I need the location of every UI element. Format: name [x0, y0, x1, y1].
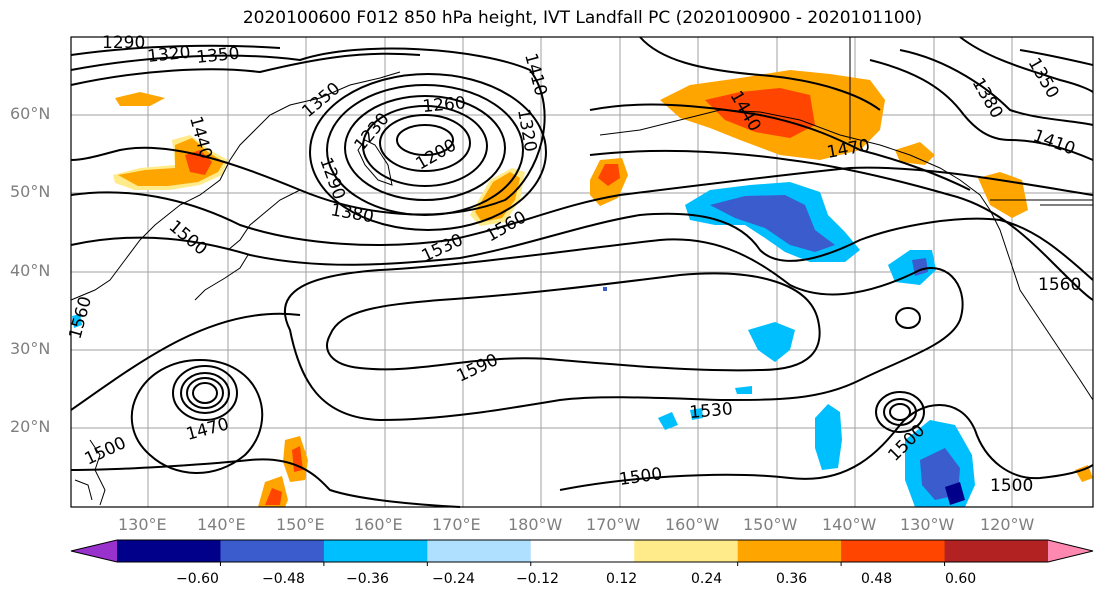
- contour-label-1320: 1320: [146, 43, 191, 67]
- lon-tick-120w: 120°W: [980, 515, 1035, 534]
- colorbar-segment: [530, 540, 635, 562]
- colorbar-tick-5: −0.12: [516, 571, 559, 587]
- contour-label-1290: 1290: [102, 33, 145, 53]
- colorbar-outline: [70, 539, 1094, 563]
- colorbar-tick-4: −0.24: [432, 571, 475, 587]
- map-title: 2020100600 F012 850 hPa height, IVT Land…: [242, 8, 923, 28]
- colorbar-tick-1: −0.60: [176, 571, 219, 587]
- lon-tick-140w: 140°W: [822, 515, 877, 534]
- colorbar-segment: [323, 540, 428, 562]
- colorbar-extend-min: [71, 540, 117, 562]
- contour-label-1530-b: 1530: [689, 399, 734, 423]
- colorbar-tick-3: −0.36: [346, 571, 389, 587]
- colorbar-tick-2: −0.48: [262, 571, 305, 587]
- lat-tick-60n: 60°N: [10, 104, 51, 123]
- lon-tick-130w: 130°W: [900, 515, 955, 534]
- lon-tick-170w: 170°W: [586, 515, 641, 534]
- map-frame: [70, 36, 1094, 508]
- colorbar-segment: [737, 540, 842, 562]
- lon-tick-140e: 140°E: [197, 515, 246, 534]
- colorbar-segment: [427, 540, 532, 562]
- lon-tick-180w: 180°W: [508, 515, 563, 534]
- colorbar-segment: [220, 540, 325, 562]
- contour-label-1260: 1260: [422, 93, 467, 117]
- lat-tick-50n: 50°N: [10, 182, 51, 201]
- contour-labels: 1290 1320 1350 1410 1350 1260 1320 1230 …: [66, 33, 1082, 496]
- colorbar: [70, 539, 1094, 566]
- lon-tick-150w: 150°W: [743, 515, 798, 534]
- colorbar-tick-7: 0.24: [691, 571, 723, 587]
- lat-tick-30n: 30°N: [10, 339, 51, 358]
- lon-tick-170e: 170°E: [432, 515, 481, 534]
- lon-tick-150e: 150°E: [276, 515, 325, 534]
- lon-tick-130e: 130°E: [118, 515, 167, 534]
- colorbar-segment: [841, 540, 946, 562]
- lon-tick-160w: 160°W: [665, 515, 720, 534]
- contour-label-1560-c: 1560: [1038, 275, 1081, 295]
- height-contours: [70, 36, 1094, 508]
- colorbar-tick-6: 0.12: [606, 571, 638, 587]
- lat-tick-40n: 40°N: [10, 261, 51, 280]
- colorbar-tick-8: 0.36: [776, 571, 808, 587]
- colorbar-segment: [117, 540, 221, 562]
- colorbar-segment: [634, 540, 739, 562]
- negative-ivt-regions: [72, 182, 975, 507]
- colorbar-tick-10: 0.60: [945, 571, 977, 587]
- colorbar-segment: [944, 540, 1049, 562]
- lat-tick-20n: 20°N: [10, 417, 51, 436]
- contour-label-1350: 1350: [195, 44, 240, 68]
- colorbar-extend-max: [1048, 540, 1093, 562]
- contour-label-1500-e: 1500: [990, 476, 1033, 496]
- colorbar-tick-9: 0.48: [861, 571, 893, 587]
- lon-tick-160e: 160°E: [354, 515, 403, 534]
